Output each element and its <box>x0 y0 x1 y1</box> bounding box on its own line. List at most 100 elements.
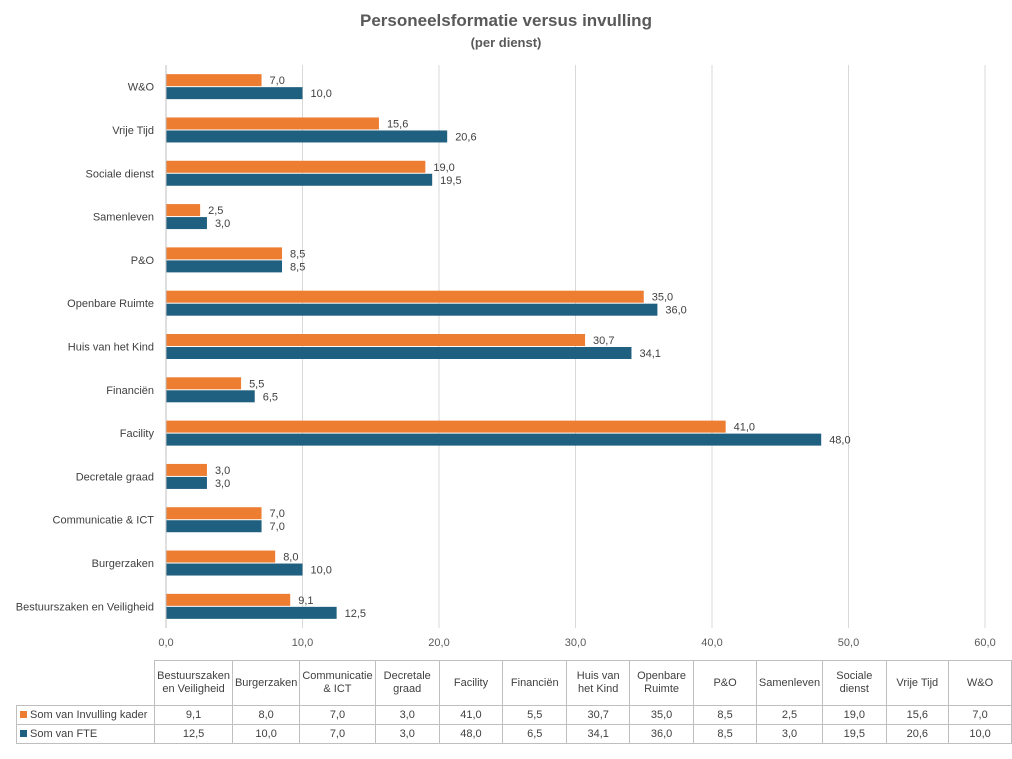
table-column-header: Sociale dienst <box>822 660 887 706</box>
bar-invulling <box>166 377 242 390</box>
bar-invulling <box>166 204 201 217</box>
x-tick-label: 0,0 <box>158 637 173 649</box>
legend-swatch <box>20 711 27 719</box>
category-label: Vrije Tijd <box>112 125 154 137</box>
bar-fte <box>166 217 207 230</box>
bar-invulling <box>166 334 586 346</box>
bar-fte <box>166 347 632 359</box>
data-label: 9,1 <box>298 595 313 607</box>
table-column-header: Decretale graad <box>374 660 440 706</box>
table-column-header: Vrije Tijd <box>885 660 950 706</box>
table-cell: 41,0 <box>438 705 504 725</box>
table-cell: 34,1 <box>566 724 630 744</box>
table-column-header: Burgerzaken <box>231 660 301 706</box>
table-column-header: Openbare Ruimte <box>628 660 695 706</box>
table-cell: 3,0 <box>374 705 440 725</box>
data-label: 7,0 <box>270 508 285 520</box>
data-label: 3,0 <box>215 465 230 477</box>
table-cell: 12,5 <box>154 724 233 744</box>
data-label: 19,5 <box>440 175 461 187</box>
data-label: 7,0 <box>270 521 285 533</box>
table-cell: 19,5 <box>822 724 887 744</box>
table-column-header: Samenleven <box>755 660 824 706</box>
table-header-row: Bestuurszaken en Veiligheid Burgerzaken Co… <box>16 660 1012 706</box>
category-label: Openbare Ruimte <box>67 298 154 310</box>
chart-subtitle: (per dienst) <box>470 35 542 50</box>
table-column-header: Huis van het Kind <box>566 660 630 706</box>
bar-fte <box>166 87 303 100</box>
table-cell: 36,0 <box>628 724 695 744</box>
data-label: 3,0 <box>215 218 230 230</box>
bar-fte <box>166 476 207 489</box>
data-label: 41,0 <box>734 422 755 434</box>
category-label: Burgerzaken <box>92 558 154 570</box>
x-tick-label: 10,0 <box>292 637 313 649</box>
legend-entry: Som van FTE <box>15 724 156 744</box>
bar-invulling <box>166 550 276 563</box>
category-label: Huis van het Kind <box>68 342 154 354</box>
data-label: 6,5 <box>263 391 278 403</box>
data-label: 19,0 <box>433 162 454 174</box>
bar-fte <box>166 606 337 619</box>
table-cell: 7,0 <box>299 705 376 725</box>
data-label: 8,0 <box>283 552 298 564</box>
x-tick-label: 40,0 <box>701 637 722 649</box>
category-label: Decretale graad <box>76 471 154 483</box>
bar-fte <box>166 130 448 143</box>
bar-fte <box>166 303 658 316</box>
data-label: 8,5 <box>290 261 305 273</box>
category-label: Communicatie & ICT <box>53 515 155 527</box>
bar-fte <box>166 390 255 403</box>
category-label: Facility <box>120 428 155 440</box>
category-label: W&O <box>128 82 155 94</box>
bar-invulling <box>166 74 262 87</box>
data-label: 15,6 <box>387 118 408 130</box>
data-label: 34,1 <box>639 348 660 360</box>
table-row: Som van Invulling kader 9,1 8,0 7,0 3,0 41,0 5… <box>15 705 1012 725</box>
legend-entry: Som van Invulling kader <box>15 705 156 725</box>
table-cell: 3,0 <box>755 724 824 744</box>
table-column-header: Financiën <box>502 660 568 706</box>
data-label: 30,7 <box>593 335 614 347</box>
legend-label: Som van Invulling kader <box>30 708 148 721</box>
data-label: 10,0 <box>311 88 332 100</box>
legend-swatch <box>20 730 27 738</box>
bar-invulling <box>166 420 726 433</box>
bar-fte <box>166 520 262 533</box>
table-cell: 8,5 <box>693 724 757 744</box>
category-label: Financiën <box>106 385 154 397</box>
table-cell: 35,0 <box>628 705 695 725</box>
table-cell: 9,1 <box>154 705 233 725</box>
table-cell: 7,0 <box>948 705 1012 725</box>
data-label: 12,5 <box>345 608 366 620</box>
table-cell: 7,0 <box>299 724 376 744</box>
table-column-header: W&O <box>948 660 1012 706</box>
data-label: 3,0 <box>215 478 230 490</box>
table-cell: 2,5 <box>755 705 824 725</box>
bar-fte <box>166 260 283 273</box>
bar-chart: 0,0 10,0 20,0 30,0 40,0 50,0 60,0 Bestuurszaken… <box>16 65 996 649</box>
table-cell: 3,0 <box>374 724 440 744</box>
data-label: 7,0 <box>270 75 285 87</box>
table-cell: 8,5 <box>693 705 757 725</box>
table-column-header: Facility <box>438 660 504 706</box>
table-cell: 15,6 <box>885 705 950 725</box>
data-label: 48,0 <box>829 435 850 447</box>
table-cell: 19,0 <box>822 705 887 725</box>
table-cell: 5,5 <box>502 705 568 725</box>
table-corner <box>16 660 156 706</box>
bar-fte <box>166 173 433 186</box>
table-cell: 8,0 <box>231 705 301 725</box>
category-label: Sociale dienst <box>86 168 155 180</box>
data-table: Bestuurszaken en Veiligheid Burgerzaken Co… <box>15 660 1012 744</box>
table-row: Som van FTE 12,5 10,0 7,0 3,0 48,0 6,5 34,1 36,0… <box>15 724 1012 744</box>
table-cell: 48,0 <box>438 724 504 744</box>
data-label: 20,6 <box>455 131 476 143</box>
table-cell: 30,7 <box>566 705 630 725</box>
table-cell: 10,0 <box>948 724 1012 744</box>
x-tick-label: 20,0 <box>428 637 449 649</box>
bar-invulling <box>166 290 644 303</box>
bar-invulling <box>166 463 207 476</box>
bar-invulling <box>166 593 291 606</box>
x-tick-label: 30,0 <box>565 637 586 649</box>
